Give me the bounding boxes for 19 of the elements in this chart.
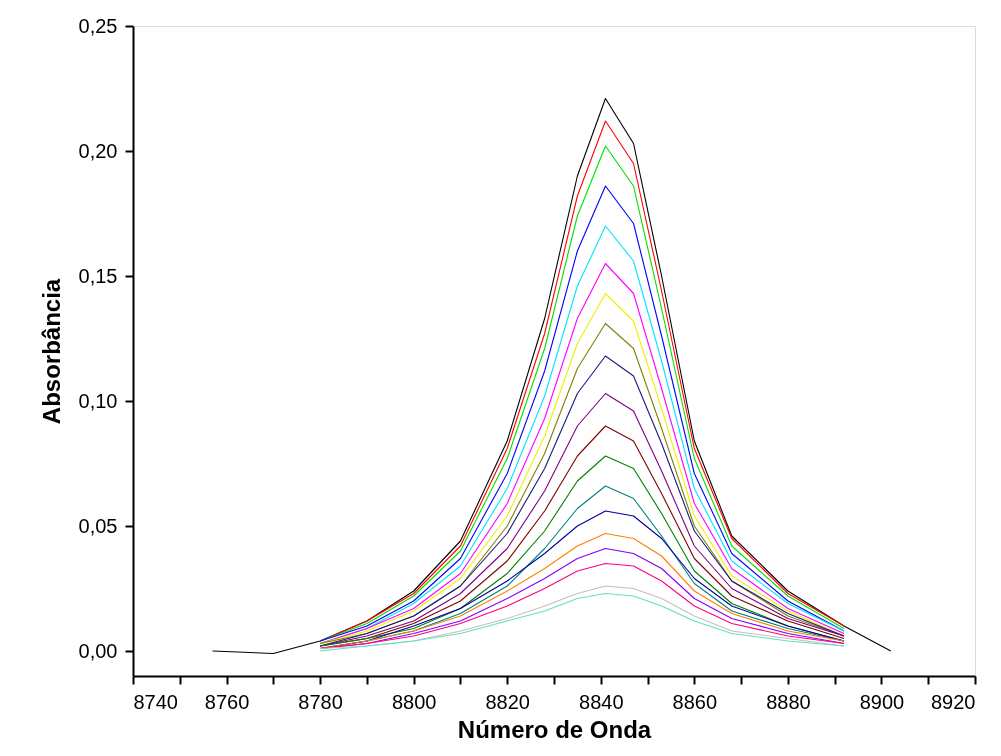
x-tick-label: 8780 — [298, 690, 343, 713]
x-tick-label: 8880 — [766, 690, 811, 713]
x-tick-label: 8800 — [391, 690, 437, 713]
y-tick-label: 0,10 — [78, 389, 118, 412]
x-axis-title: Número de Onda — [457, 715, 652, 743]
x-tick-label: 8840 — [579, 690, 624, 713]
y-tick-label: 0,25 — [78, 14, 118, 37]
y-tick-label: 0,20 — [78, 139, 118, 162]
x-tick-label: 8820 — [485, 690, 530, 713]
x-tick-label: 8920 — [931, 690, 976, 713]
x-tick-label: 8900 — [859, 690, 905, 713]
y-tick-label: 0,00 — [78, 639, 118, 662]
y-axis-title: Absorbância — [37, 278, 65, 425]
y-tick-label: 0,15 — [78, 264, 118, 287]
y-tick-label: 0,05 — [78, 514, 118, 537]
x-tick-label: 8760 — [204, 690, 250, 713]
x-tick-label: 8860 — [672, 690, 718, 713]
line-series — [211, 97, 892, 655]
x-tick-label: 8740 — [133, 690, 178, 713]
